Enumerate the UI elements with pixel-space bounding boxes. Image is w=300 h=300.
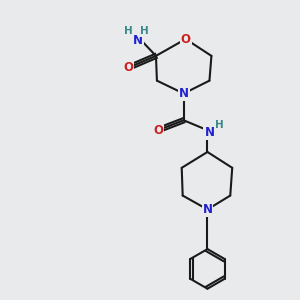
- Text: N: N: [133, 34, 143, 46]
- Text: H: H: [124, 26, 133, 36]
- Text: O: O: [181, 32, 191, 46]
- Text: H: H: [215, 120, 224, 130]
- Text: O: O: [123, 61, 133, 74]
- Text: N: N: [204, 126, 214, 139]
- Text: N: N: [179, 87, 189, 100]
- Text: H: H: [140, 26, 148, 36]
- Text: N: N: [202, 203, 212, 216]
- Text: O: O: [153, 124, 163, 137]
